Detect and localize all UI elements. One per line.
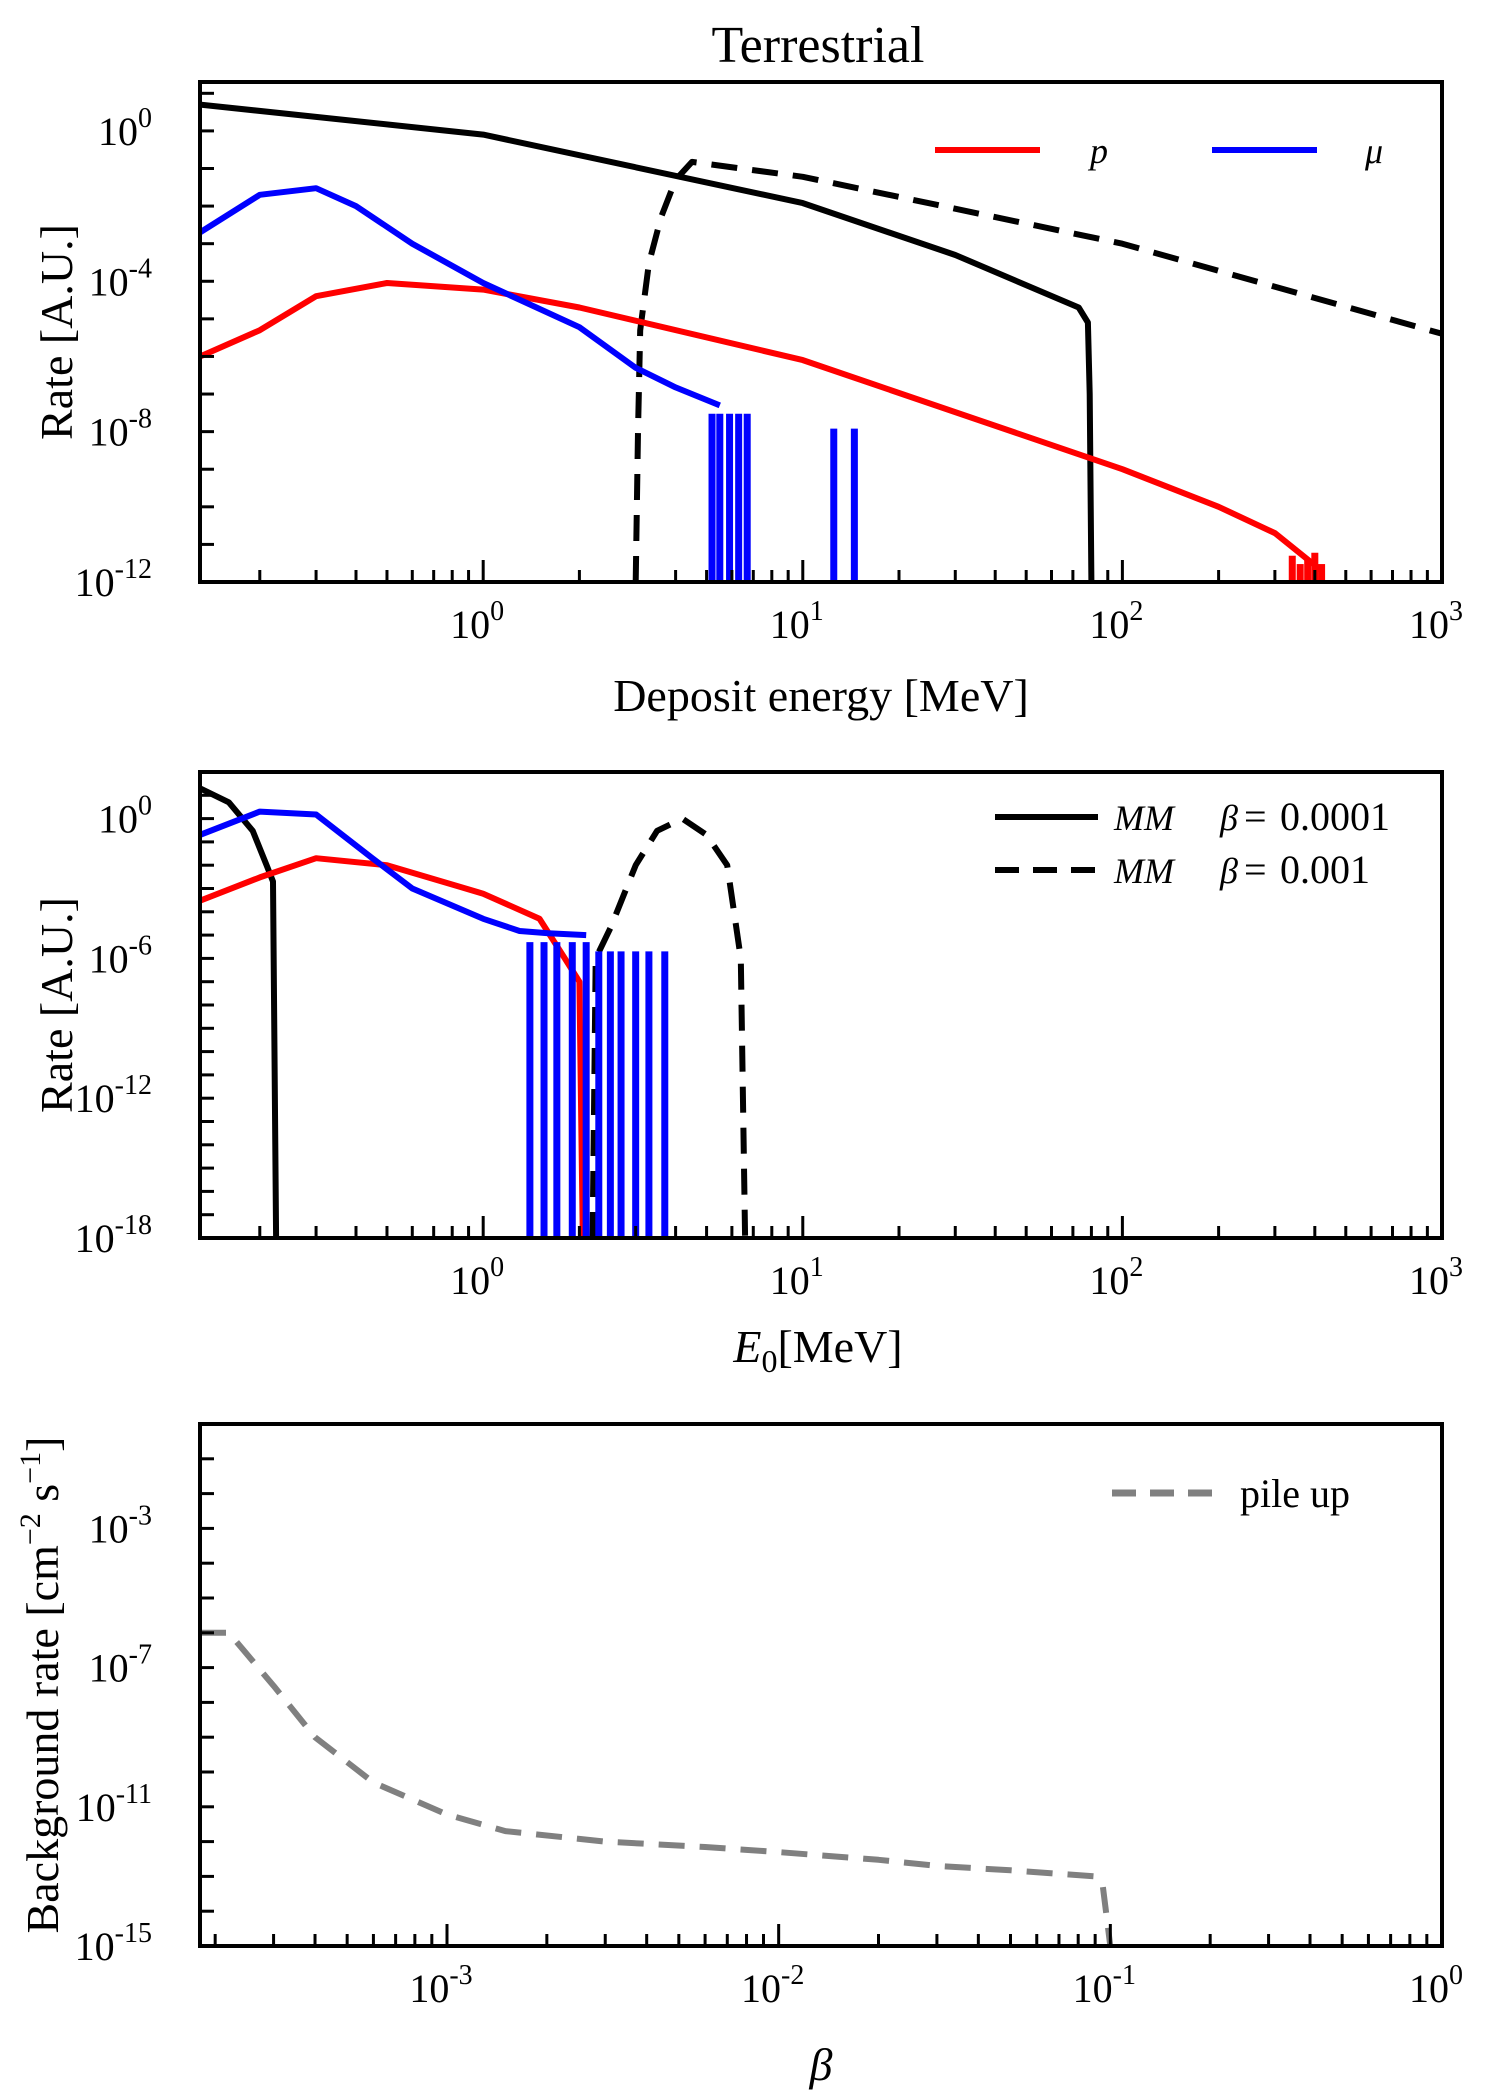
series-line-mm1	[200, 785, 280, 1238]
plot-frame	[198, 80, 1444, 584]
legend-label-pileup: pile up	[1240, 1471, 1350, 1516]
y-tick-label: 10-11	[76, 1779, 152, 1830]
y-tick-label: 100	[98, 103, 152, 154]
panel-deposit-energy: Terrestrial 100 101 102 103 10-1210-810-410…	[31, 17, 1463, 721]
y-axis-label-end: ]	[17, 1437, 68, 1452]
y-tick-label: 10-3	[89, 1500, 152, 1551]
y-tick-label: 10-6	[89, 930, 152, 981]
series-layer	[200, 785, 749, 1238]
series-line-mu	[200, 808, 587, 939]
x-ticks: 100 101 102 103	[258, 1216, 1463, 1303]
panel-beta: 10-3 10-2 10-1 100 10-15 10-11 10-7 10-3 β Bac…	[14, 1422, 1463, 2090]
x-tick-label: 103	[1409, 1252, 1463, 1303]
x-axis-label-rest: [MeV]	[777, 1321, 902, 1372]
x-axis-label-main: E	[732, 1321, 761, 1372]
y-tick-label: 10-15	[75, 1918, 152, 1969]
x-tick-label: 100	[450, 1252, 504, 1303]
chart-title: Terrestrial	[712, 17, 925, 74]
x-tick-label: 103	[1409, 596, 1463, 647]
x-axis-label: E0[MeV]	[732, 1321, 902, 1379]
series-line-mm2	[589, 815, 749, 1238]
series-line-mm2	[632, 158, 1442, 582]
panel-e0: 100 101 102 103 10-18 10-12 10-6 100 E0[MeV] R…	[31, 770, 1463, 1379]
legend: MM β = 0.0001 MM β = 0.001	[995, 794, 1390, 892]
legend: pile up	[1112, 1471, 1350, 1516]
legend-label-mm1-eq: =	[1244, 794, 1267, 839]
x-tick-label: 100	[1409, 1960, 1463, 2011]
x-tick-label: 10-2	[741, 1960, 804, 2011]
y-tick-label: 10-18	[75, 1210, 152, 1261]
x-tick-label: 102	[1089, 1252, 1143, 1303]
legend-label-p: p	[1087, 131, 1108, 171]
legend-label-mu: μ	[1364, 131, 1383, 171]
legend-label-mm2-beta: β	[1219, 851, 1238, 891]
x-tick-label: 10-3	[409, 1960, 472, 2011]
y-axis-label: Background rate [cm−2 s−1]	[14, 1437, 68, 1934]
x-ticks: 10-3 10-2 10-1 100	[213, 1924, 1463, 2011]
x-ticks: 100 101 102 103	[258, 560, 1463, 647]
series-line-pile	[200, 1629, 1114, 1946]
y-axis-label: Rate [A.U.]	[31, 224, 82, 440]
series-line-mu	[200, 185, 721, 409]
x-tick-label: 100	[450, 596, 504, 647]
y-ticks: 10-18 10-12 10-6 100	[75, 770, 214, 1261]
legend: p μ	[935, 131, 1383, 171]
legend-label-mm1-val: 0.0001	[1280, 794, 1390, 839]
x-tick-label: 101	[770, 596, 824, 647]
legend-label-mm1-name: MM	[1113, 798, 1176, 838]
x-axis-label-sub: 0	[761, 1343, 777, 1379]
y-tick-label: 10-12	[75, 554, 152, 605]
series-line-mm1	[200, 101, 1095, 582]
y-axis-label-mid: s	[17, 1484, 68, 1513]
legend-label-mm1-beta: β	[1219, 798, 1238, 838]
x-tick-label: 102	[1089, 596, 1143, 647]
y-ticks: 10-15 10-11 10-7 10-3	[75, 1422, 214, 1969]
plot-frame	[198, 1422, 1444, 1948]
y-tick-label: 10-12	[75, 1070, 152, 1121]
y-tick-label: 100	[98, 791, 152, 842]
x-tick-label: 101	[770, 1252, 824, 1303]
y-axis-label-main: Background rate [cm	[17, 1545, 68, 1934]
series-layer	[200, 1629, 1114, 1946]
y-axis-label-exp1: −2	[14, 1513, 47, 1545]
y-tick-label: 10-4	[89, 253, 152, 304]
x-axis-label: Deposit energy [MeV]	[613, 670, 1029, 721]
x-axis-label: β	[809, 2039, 833, 2090]
y-axis-label: Rate [A.U.]	[31, 897, 82, 1113]
legend-label-mm2-eq: =	[1244, 847, 1267, 892]
y-tick-label: 10-8	[89, 404, 152, 455]
legend-label-mm2-val: 0.001	[1280, 847, 1370, 892]
y-tick-label: 10-7	[89, 1640, 152, 1691]
series-line-p	[200, 280, 1324, 574]
series-layer	[200, 101, 1442, 582]
x-tick-label: 10-1	[1073, 1960, 1136, 2011]
y-axis-label-exp2: −1	[14, 1452, 47, 1484]
y-ticks: 10-12 10-8 10-4 100	[75, 91, 214, 605]
legend-label-mm2-name: MM	[1113, 851, 1176, 891]
